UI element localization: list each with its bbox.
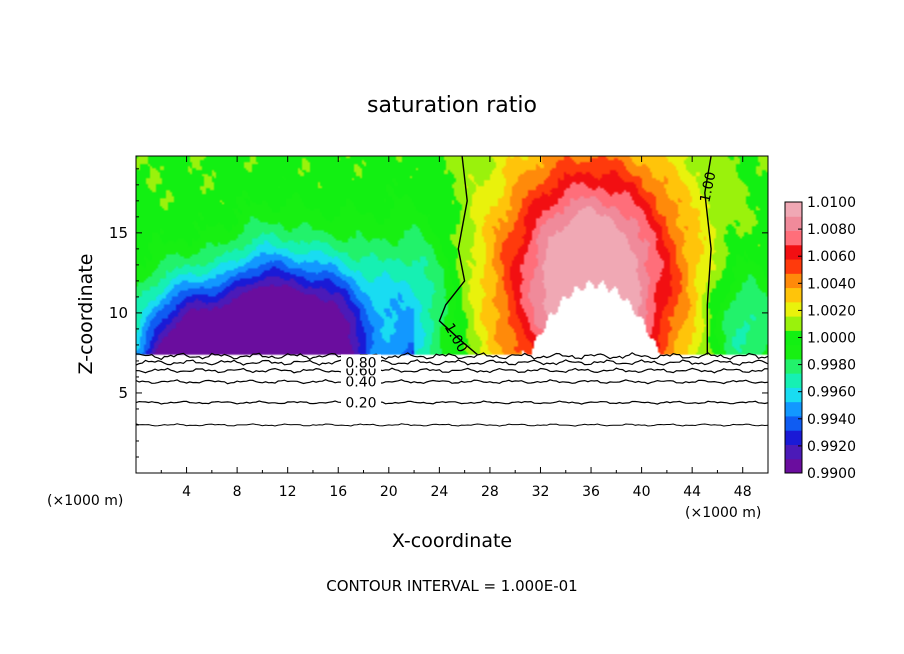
contour-interval-footer: CONTOUR INTERVAL = 1.000E-01 bbox=[326, 577, 577, 595]
y-tick-label: 5 bbox=[118, 384, 128, 402]
colorbar-label: 1.0080 bbox=[807, 222, 856, 238]
contour-lines: 0.200.400.600.801.001.00 bbox=[136, 156, 768, 427]
colorbar-label: 0.9940 bbox=[807, 412, 856, 428]
y-tick-label: 15 bbox=[109, 224, 128, 242]
contour-line bbox=[136, 423, 768, 427]
colorbar-swatch bbox=[785, 202, 802, 217]
colorbar-swatch bbox=[785, 287, 802, 303]
colorbar-swatch bbox=[785, 387, 802, 403]
plot-frame bbox=[135, 155, 769, 474]
contour-line-1-00-right bbox=[704, 156, 712, 355]
colorbar-swatch bbox=[785, 415, 802, 431]
colorbar-swatch bbox=[785, 301, 802, 317]
colorbar-label: 1.0020 bbox=[807, 303, 856, 319]
contour-label: 0.80 bbox=[345, 356, 376, 372]
x-tick-label: 8 bbox=[233, 484, 242, 500]
colorbar-swatch bbox=[785, 430, 802, 445]
x-tick-label: 12 bbox=[279, 484, 297, 500]
colorbar-label: 1.0040 bbox=[807, 276, 856, 292]
x-axis-ticks: 4 8 12 16 20 24 28 32 36 40 44 48 bbox=[160, 156, 752, 500]
contour-label: 0.40 bbox=[345, 375, 376, 391]
x-tick-label: 40 bbox=[633, 484, 651, 500]
x-tick-label: 28 bbox=[481, 484, 499, 500]
contour-label-bg bbox=[340, 354, 381, 369]
colorbar-swatch bbox=[785, 316, 802, 331]
colorbar-swatch bbox=[785, 230, 802, 246]
colorbar-swatch bbox=[785, 458, 802, 474]
x-tick-label: 24 bbox=[430, 484, 448, 500]
x-tick-label: 36 bbox=[582, 484, 600, 500]
x-tick-label: 32 bbox=[532, 484, 550, 500]
colorbar-label: 0.9980 bbox=[807, 358, 856, 374]
x-tick-label: 4 bbox=[182, 484, 191, 500]
colorbar-swatch bbox=[785, 401, 802, 417]
colorbar-swatch bbox=[785, 244, 802, 260]
y-axis-ticks: 5 10 15 bbox=[109, 168, 768, 458]
x-tick-label: 48 bbox=[734, 484, 752, 500]
x-tick-label: 20 bbox=[380, 484, 398, 500]
chart-title: saturation ratio bbox=[367, 93, 537, 118]
plot-area: 0.200.400.600.801.001.00 bbox=[136, 156, 768, 473]
x-tick-label: 44 bbox=[683, 484, 701, 500]
colorbar-swatch bbox=[785, 273, 802, 289]
colorbar-swatch bbox=[785, 330, 802, 346]
contour-label: 0.20 bbox=[345, 396, 376, 412]
y-axis-label: Z-coordinate bbox=[75, 254, 97, 375]
colorbar-label: 0.9920 bbox=[807, 439, 856, 455]
x-unit-label-left: (×1000 m) bbox=[47, 493, 123, 509]
colorbar-label: 0.9960 bbox=[807, 385, 856, 401]
contour-line bbox=[136, 359, 768, 366]
colorbar-swatch bbox=[785, 444, 802, 460]
colorbar-swatch bbox=[785, 216, 802, 232]
colorbar-label: 1.0100 bbox=[807, 195, 856, 211]
colorbar-label: 0.9900 bbox=[807, 466, 856, 482]
colorbar-label: 1.0060 bbox=[807, 249, 856, 265]
saturation-field bbox=[136, 156, 768, 473]
contour-line bbox=[136, 400, 768, 405]
contour-label-bg bbox=[340, 394, 381, 409]
colorbar-swatch bbox=[785, 358, 802, 374]
colorbar: 1.0100 1.0080 1.0060 1.0040 1.0020 1.0000 0.99… bbox=[784, 195, 856, 482]
y-tick-label: 10 bbox=[109, 304, 128, 322]
contour-line bbox=[136, 379, 768, 385]
contour-label: 1.00 bbox=[697, 170, 719, 204]
colorbar-swatch bbox=[785, 344, 802, 360]
colorbar-swatch bbox=[785, 259, 802, 274]
x-tick-label: 16 bbox=[329, 484, 347, 500]
colorbar-swatch bbox=[785, 373, 802, 388]
contour-line bbox=[136, 367, 768, 374]
x-axis-label: X-coordinate bbox=[392, 530, 512, 552]
contour-label-bg bbox=[340, 373, 381, 388]
colorbar-label: 1.0000 bbox=[807, 331, 856, 347]
contour-line bbox=[136, 352, 768, 361]
contour-line-1-00-left bbox=[438, 156, 478, 356]
x-unit-label-right: (×1000 m) bbox=[685, 505, 761, 521]
